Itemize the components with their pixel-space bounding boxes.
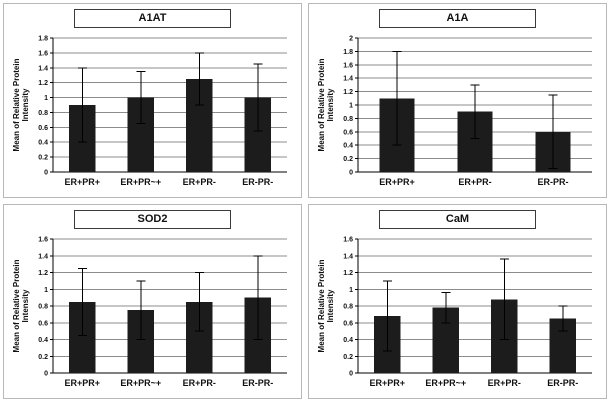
- y-tick-label: 1.6: [38, 50, 48, 57]
- x-category-label: ER+PR~+: [425, 378, 466, 388]
- y-tick-label: 1: [44, 95, 48, 102]
- y-tick-label: 0.2: [343, 354, 353, 361]
- y-tick-label: 1: [349, 103, 353, 110]
- y-tick-label: 1.2: [343, 270, 353, 277]
- x-category-label: ER+PR+: [379, 177, 415, 187]
- y-tick-label: 0.8: [343, 304, 353, 311]
- bar-chart-svg: 0 0.2 0.4 0.6 0.8 1 1.2 1.4 1.6 Mean of Relative …: [317, 237, 592, 388]
- y-tick-label: 0.8: [343, 116, 353, 123]
- plot-sod2: 0 0.2 0.4 0.6 0.8 1 1.2 1.4 1.6 Mean of Relative …: [7, 231, 299, 391]
- x-category-label: ER+PR+: [369, 378, 405, 388]
- y-tick-label: 0.2: [38, 155, 48, 162]
- y-axis-label: Mean of Relative ProteinIntensity: [317, 259, 335, 352]
- y-axis-label: Mean of Relative ProteinIntensity: [317, 58, 335, 151]
- plot-cam: 0 0.2 0.4 0.6 0.8 1 1.2 1.4 1.6 Mean of Relative …: [312, 231, 604, 391]
- y-tick-label: 0.8: [38, 110, 48, 117]
- x-category-label: ER+PR-: [182, 177, 215, 187]
- x-category-label: ER+PR-: [182, 378, 215, 388]
- y-tick-label: 1.8: [343, 49, 353, 56]
- y-tick-label: 1.4: [343, 253, 353, 260]
- bar-chart-svg: 0 0.2 0.4 0.6 0.8 1 1.2 1.4 1.6 1.8 Mean of Relati…: [12, 36, 287, 187]
- y-tick-label: 0.6: [38, 320, 48, 327]
- chart-panel-cam: CaM 0 0.2 0.4 0.6 0.8 1 1.2 1.4 1.6 Mean of Relat…: [308, 204, 607, 399]
- x-category-label: ER+PR+: [64, 378, 100, 388]
- y-axis-label: Mean of Relative ProteinIntensity: [12, 58, 30, 151]
- x-category-label: ER+PR~+: [120, 177, 161, 187]
- y-tick-label: 1.2: [38, 80, 48, 87]
- y-tick-label: 0: [44, 371, 48, 378]
- bar-chart-svg: 0 0.2 0.4 0.6 0.8 1 1.2 1.4 1.6 Mean of Relative …: [12, 237, 287, 388]
- y-tick-label: 0.4: [38, 337, 48, 344]
- y-tick-label: 0.6: [343, 129, 353, 136]
- y-tick-label: 1.8: [38, 36, 48, 43]
- y-tick-label: 2: [349, 36, 353, 43]
- y-tick-label: 0.4: [343, 337, 353, 344]
- y-tick-label: 1.4: [38, 253, 48, 260]
- chart-title-a1a: A1A: [379, 9, 536, 28]
- chart-title-sod2: SOD2: [74, 210, 231, 229]
- chart-panel-a1a: A1A 0 0.2 0.4 0.6 0.8 1 1.2 1.4 1.6 1.8 2 Mean of R…: [308, 3, 607, 198]
- y-tick-label: 0.4: [38, 140, 48, 147]
- y-tick-label: 0.6: [38, 125, 48, 132]
- x-category-label: ER+PR-: [487, 378, 520, 388]
- y-tick-label: 1.6: [38, 237, 48, 244]
- y-tick-label: 0: [44, 170, 48, 177]
- y-tick-label: 1.6: [343, 237, 353, 244]
- y-axis-label: Mean of Relative ProteinIntensity: [12, 259, 30, 352]
- x-category-label: ER-PR-: [242, 177, 273, 187]
- y-tick-label: 1.2: [38, 270, 48, 277]
- x-category-label: ER-PR-: [537, 177, 568, 187]
- y-tick-label: 1.4: [343, 76, 353, 83]
- y-tick-label: 0.2: [38, 354, 48, 361]
- x-category-label: ER+PR-: [458, 177, 491, 187]
- y-tick-label: 0: [349, 371, 353, 378]
- plot-a1a: 0 0.2 0.4 0.6 0.8 1 1.2 1.4 1.6 1.8 2 Mean of Relat…: [312, 30, 604, 190]
- y-tick-label: 0: [349, 170, 353, 177]
- bar-chart-svg: 0 0.2 0.4 0.6 0.8 1 1.2 1.4 1.6 1.8 2 Mean of Relat…: [317, 36, 592, 187]
- y-tick-label: 0.8: [38, 304, 48, 311]
- y-tick-label: 1.4: [38, 65, 48, 72]
- y-tick-label: 0.6: [343, 320, 353, 327]
- y-tick-label: 0.2: [343, 156, 353, 163]
- chart-title-cam: CaM: [379, 210, 536, 229]
- x-category-label: ER+PR+: [64, 177, 100, 187]
- x-category-label: ER-PR-: [547, 378, 578, 388]
- x-category-label: ER+PR~+: [120, 378, 161, 388]
- y-tick-label: 0.4: [343, 143, 353, 150]
- y-tick-label: 1.6: [343, 62, 353, 69]
- chart-panel-a1at: A1AT 0 0.2 0.4 0.6 0.8 1 1.2 1.4 1.6 1.8 Mean of R…: [3, 3, 302, 198]
- chart-title-a1at: A1AT: [74, 9, 231, 28]
- y-tick-label: 1: [44, 287, 48, 294]
- x-category-label: ER-PR-: [242, 378, 273, 388]
- y-tick-label: 1.2: [343, 89, 353, 96]
- y-tick-label: 1: [349, 287, 353, 294]
- chart-panel-sod2: SOD2 0 0.2 0.4 0.6 0.8 1 1.2 1.4 1.6 Mean of Rela…: [3, 204, 302, 399]
- plot-a1at: 0 0.2 0.4 0.6 0.8 1 1.2 1.4 1.6 1.8 Mean of Relati…: [7, 30, 299, 190]
